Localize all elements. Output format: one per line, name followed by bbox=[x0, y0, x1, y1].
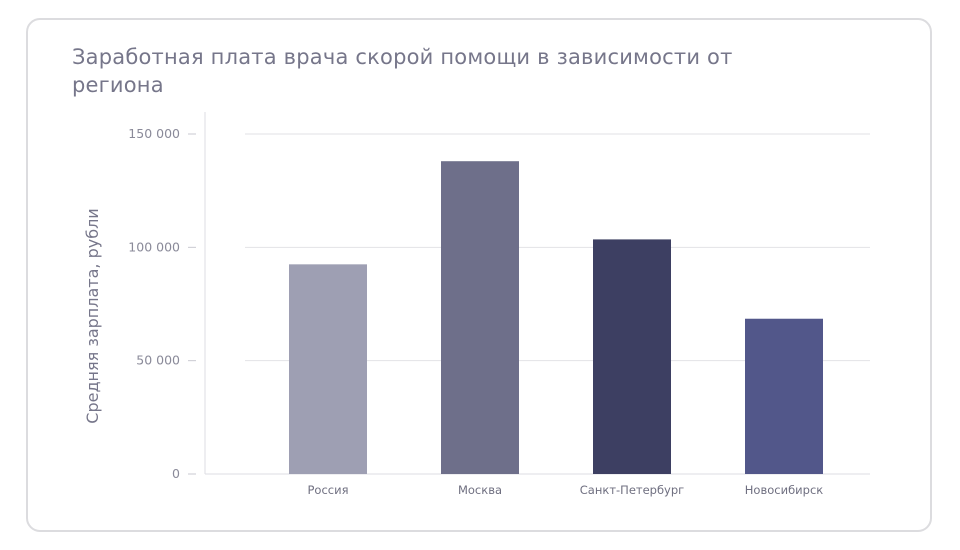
x-tick-labels: Россия Москва Санкт-Петербург Новосибирск bbox=[307, 483, 823, 497]
bars bbox=[289, 161, 823, 474]
y-tick-label: 0 bbox=[172, 466, 180, 481]
y-tick-labels: 0 50 000 100 000 150 000 bbox=[128, 126, 196, 481]
x-tick-label: Россия bbox=[307, 483, 348, 497]
y-axis-label: Средняя зарплата, рубли bbox=[83, 208, 102, 423]
y-tick-label: 50 000 bbox=[136, 353, 180, 368]
bar bbox=[745, 318, 823, 474]
y-tick-label: 100 000 bbox=[128, 239, 180, 254]
x-tick-label: Москва bbox=[458, 483, 502, 497]
y-tick-label: 150 000 bbox=[128, 126, 180, 141]
x-tick-label: Санкт-Петербург bbox=[580, 483, 684, 497]
bar bbox=[289, 264, 367, 474]
chart-title: Заработная плата врача скорой помощи в з… bbox=[72, 45, 733, 97]
bar bbox=[441, 161, 519, 474]
x-tick-label: Новосибирск bbox=[745, 483, 823, 497]
bar bbox=[593, 239, 671, 474]
